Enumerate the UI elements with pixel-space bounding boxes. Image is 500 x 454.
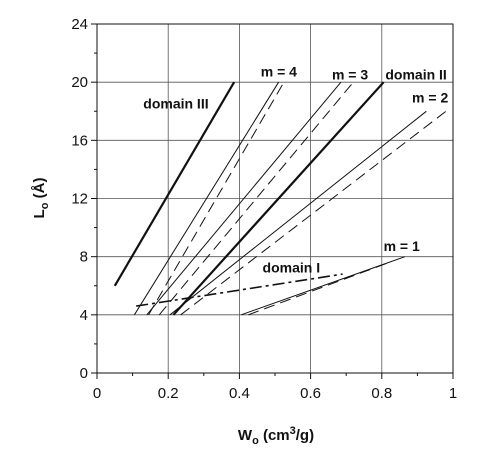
- axes: 0 0.2 0.4 0.6 0.8 1 0 4 8 12 16 20 24: [71, 16, 457, 402]
- series-line: [146, 81, 342, 316]
- y-tick-label: 12: [71, 191, 88, 208]
- y-tick-label: 4: [80, 307, 88, 324]
- x-tick-label: 0.2: [158, 385, 179, 402]
- annotation-label: m = 1: [384, 238, 420, 254]
- x-tick-label: 0.8: [371, 385, 392, 402]
- series-line: [136, 273, 343, 307]
- series-line: [169, 110, 427, 316]
- y-tick-label: 24: [71, 16, 88, 33]
- x-title-rest: (cm: [259, 427, 290, 444]
- y-title-main: L: [31, 209, 48, 218]
- x-tick-label: 0.6: [300, 385, 321, 402]
- series-line: [248, 262, 390, 316]
- x-title-end: /g): [296, 427, 314, 444]
- series-line: [172, 81, 385, 316]
- annotations: domain III m = 4 m = 3 domain II m = 2 domain…: [143, 63, 448, 275]
- y-axis-title: Lo (Å): [31, 178, 51, 219]
- x-title-main: W: [238, 427, 253, 444]
- x-tick-label: 0.4: [229, 385, 250, 402]
- y-tick-label: 8: [80, 249, 88, 266]
- series-line: [133, 81, 280, 316]
- annotation-label: m = 4: [261, 63, 297, 79]
- x-title-sub: o: [252, 435, 259, 447]
- series-line: [180, 110, 447, 316]
- x-tick-label: 1: [449, 385, 457, 402]
- x-title-sup: 3: [290, 425, 296, 437]
- x-tick-label: 0: [93, 385, 101, 402]
- y-title-rest: (Å): [31, 178, 48, 203]
- y-tick-label: 20: [71, 74, 88, 91]
- x-axis-title: Wo (cm3/g): [238, 425, 314, 447]
- y-tick-label: 16: [71, 132, 88, 149]
- grid: [97, 24, 453, 373]
- annotation-label: domain I: [263, 260, 321, 276]
- series-group: [113, 81, 447, 316]
- annotation-label: domain II: [385, 66, 446, 82]
- annotation-label: m = 3: [332, 66, 368, 82]
- series-line: [148, 81, 285, 316]
- y-title-sub: o: [39, 202, 51, 209]
- annotation-label: domain III: [143, 95, 208, 111]
- y-tick-label: 0: [80, 365, 88, 382]
- annotation-label: m = 2: [412, 90, 448, 106]
- series-line: [113, 81, 236, 287]
